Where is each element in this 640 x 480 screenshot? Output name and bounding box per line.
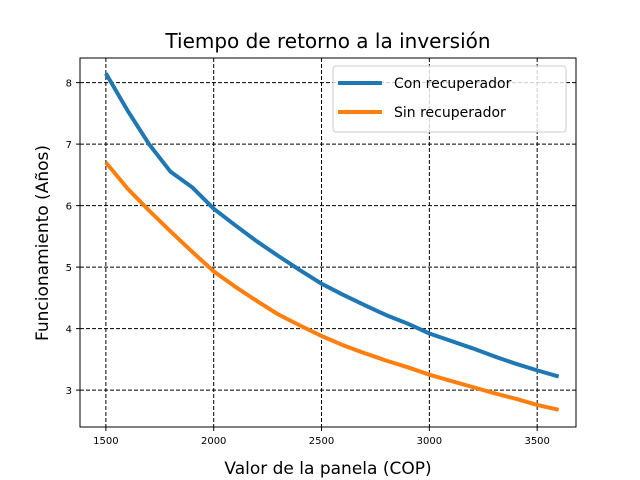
x-tick-label: 1500 bbox=[93, 436, 118, 447]
y-tick-label: 3 bbox=[66, 386, 72, 397]
y-tick-label: 5 bbox=[66, 263, 72, 274]
y-tick-label: 6 bbox=[66, 202, 72, 213]
x-tick-label: 2500 bbox=[309, 436, 334, 447]
x-tick-label: 3000 bbox=[417, 436, 442, 447]
chart-title: Tiempo de retorno a la inversión bbox=[164, 29, 490, 53]
x-axis-label: Valor de la panela (COP) bbox=[224, 459, 431, 479]
y-tick-label: 4 bbox=[66, 325, 72, 336]
plot-area bbox=[79, 57, 577, 428]
legend-label-con-recuperador: Con recuperador bbox=[394, 76, 512, 92]
y-tick-label: 7 bbox=[66, 140, 72, 151]
legend: Con recuperador Sin recuperador bbox=[332, 65, 567, 133]
series-lines bbox=[104, 72, 560, 412]
y-tick-label: 8 bbox=[66, 79, 72, 90]
x-tick-label: 2000 bbox=[201, 436, 226, 447]
series-line-con-recuperador bbox=[104, 72, 560, 379]
x-tick-label: 3500 bbox=[524, 436, 549, 447]
y-axis-label: Funcionamiento (Años) bbox=[33, 145, 53, 341]
series-line-sin-recuperador bbox=[104, 161, 560, 412]
legend-label-sin-recuperador: Sin recuperador bbox=[394, 105, 506, 121]
legend-box bbox=[332, 65, 567, 133]
ticks: 1500 2000 2500 3000 3500 3 4 5 6 7 8 bbox=[66, 79, 550, 447]
